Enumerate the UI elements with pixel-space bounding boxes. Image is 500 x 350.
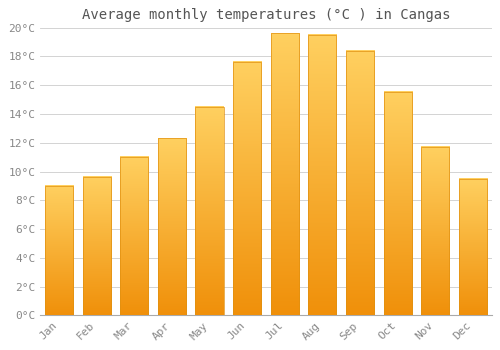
- Bar: [421, 147, 450, 315]
- Bar: [82, 177, 110, 315]
- Bar: [120, 157, 148, 315]
- Bar: [196, 107, 224, 315]
- Bar: [158, 139, 186, 315]
- Bar: [308, 35, 336, 315]
- Title: Average monthly temperatures (°C ) in Cangas: Average monthly temperatures (°C ) in Ca…: [82, 8, 450, 22]
- Bar: [346, 51, 374, 315]
- Bar: [270, 33, 299, 315]
- Bar: [384, 92, 411, 315]
- Bar: [45, 186, 73, 315]
- Bar: [458, 179, 487, 315]
- Bar: [233, 62, 261, 315]
